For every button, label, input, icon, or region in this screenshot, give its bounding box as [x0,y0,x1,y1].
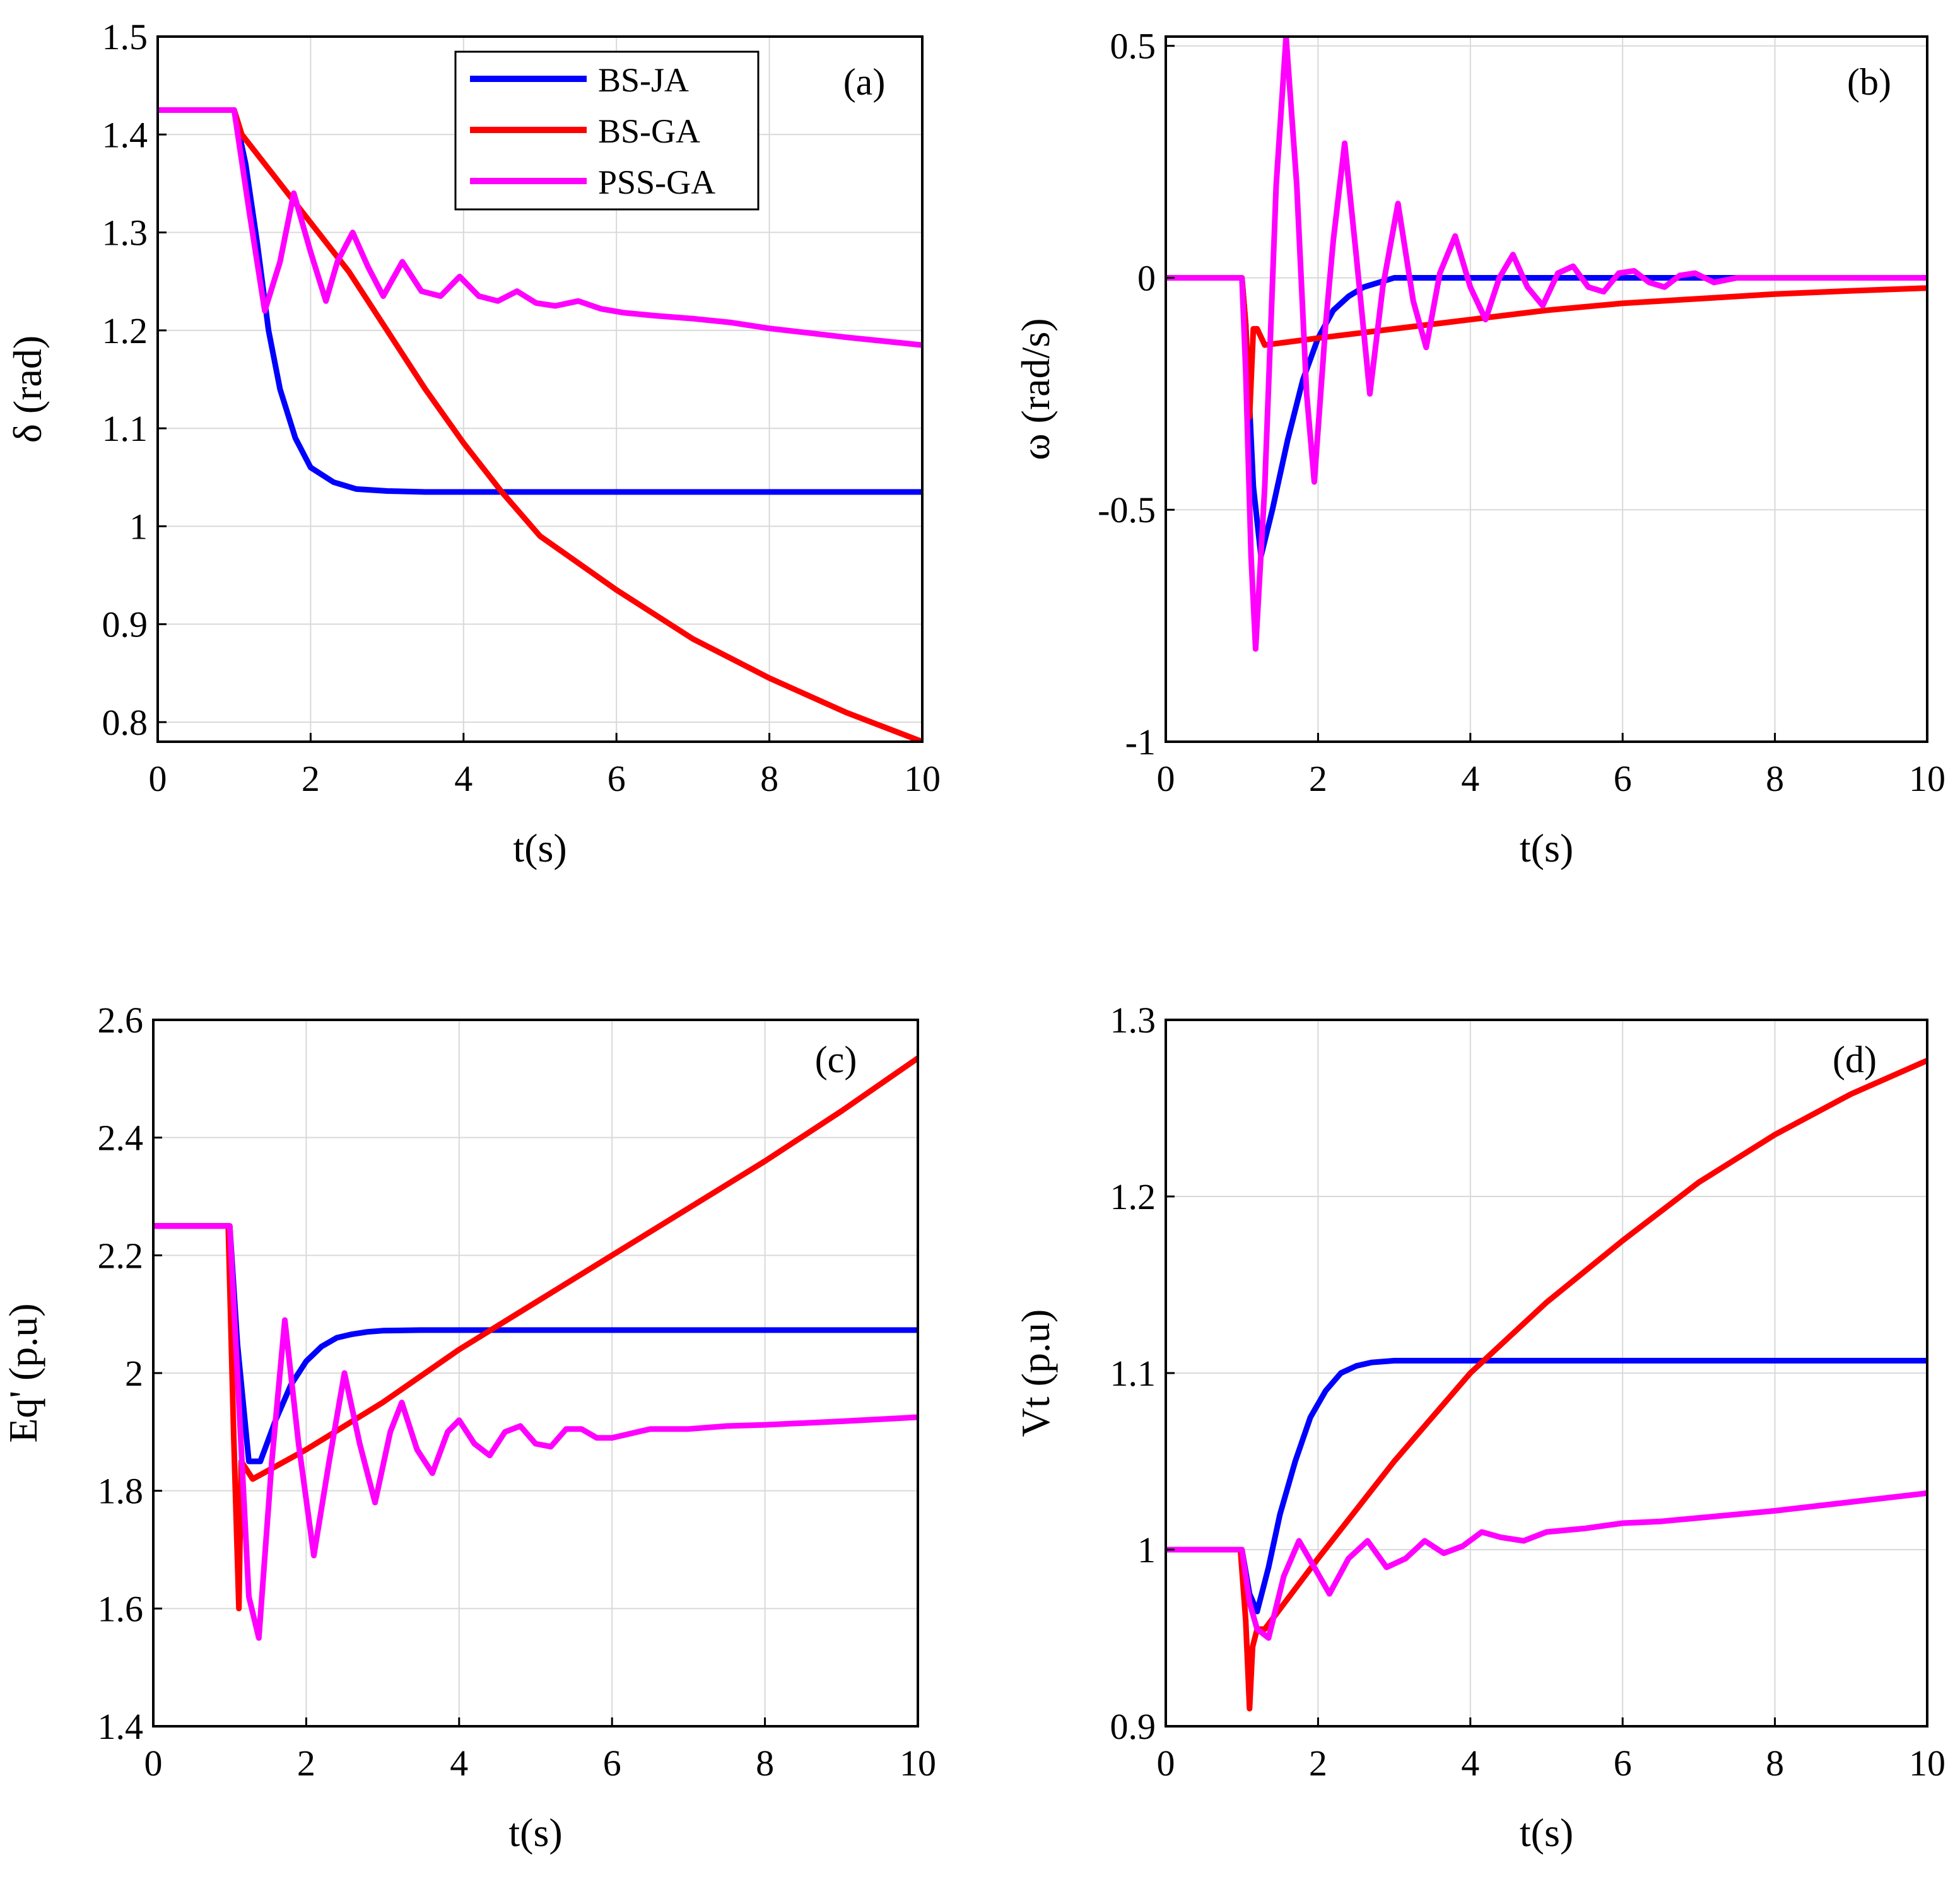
panel-a-series-pssga-line [158,107,922,348]
panel-a-series [158,107,922,742]
panel-d-xtick-label: 8 [1766,1743,1784,1784]
panel-a-xtick-label: 6 [607,758,626,799]
panel-c-ytick-label: 2.4 [98,1118,144,1159]
panel-b-xtick-label: 8 [1766,758,1784,799]
legend: BS-JA BS-GA PSS-GA [454,50,760,211]
panel-d-ytick-label: 1 [1137,1529,1156,1570]
panel-a-xtick-label: 8 [760,758,778,799]
panel-d-series [1166,1057,1927,1712]
panel-a-ytick-label: 1.2 [102,310,148,351]
panel-d-tag: (d) [1833,1039,1877,1080]
panel-c-xtick-label: 4 [450,1743,468,1784]
panel-b-x-axis-label: t(s) [1520,826,1573,870]
panel-b-tag: (b) [1847,61,1891,103]
panel-d-xtick-label: 10 [1909,1743,1945,1784]
panel-b-ticks: 0 2 4 6 8 10 -1 -0.5 0 0.5 [1098,26,1945,799]
panel-b-series [1166,37,1927,652]
panel-a-x-axis-label: t(s) [513,826,566,870]
panel-a-y-axis-label: δ (rad) [5,336,50,443]
panel-a-axes-frame [156,35,924,743]
panel-b-omega: 0 2 4 6 8 10 -1 -0.5 0 0.5 t(s) ω (rad/s) (b) [1013,26,1945,870]
panel-d-ytick-label: 0.9 [1110,1706,1156,1747]
panel-b-ytick-label: -1 [1125,722,1156,763]
panel-a-ytick-label: 0.9 [102,604,148,645]
panel-a-ytick-label: 1.5 [102,16,148,57]
panel-c-ytick-label: 1.8 [98,1471,144,1512]
panel-d-series-pssga-line [1166,1490,1927,1641]
panel-a-delta: 0 2 4 6 8 10 0.8 0.9 1 1.1 1.2 1.3 1.4 1.5 t(s) δ (ra… [5,16,941,870]
panel-c-y-axis-label: Eq' (p.u) [1,1303,45,1442]
panel-d-xtick-label: 4 [1461,1743,1479,1784]
panel-c-series [153,1055,918,1641]
panel-a-ytick-label: 1 [129,506,148,547]
panel-b-xtick-label: 10 [1909,758,1945,799]
panel-a-ytick-label: 0.8 [102,702,148,743]
panel-a-series-bsga-line [158,107,922,742]
panel-c-xtick-label: 0 [144,1743,163,1784]
panel-d-xtick-label: 2 [1309,1743,1327,1784]
panel-c-eq: 0 2 4 6 8 10 1.4 1.6 1.8 2 2.2 2.4 2.6 t(s) Eq' (p.u… [1,1000,936,1855]
panel-d-series-bsja-line [1166,1357,1927,1615]
panel-b-xtick-label: 2 [1309,758,1327,799]
legend-label-pssga: PSS-GA [598,163,715,201]
panel-c-xtick-label: 2 [297,1743,315,1784]
panel-b-xtick-label: 4 [1461,758,1479,799]
panel-c-ytick-label: 2.2 [98,1235,144,1276]
panel-c-ytick-label: 2.6 [98,1000,144,1041]
panel-a-xtick-label: 4 [454,758,472,799]
panel-a-ytick-label: 1.1 [102,408,148,449]
panel-a-xtick-label: 10 [904,758,941,799]
panel-a-xtick-label: 2 [302,758,320,799]
panel-d-x-axis-label: t(s) [1520,1810,1573,1855]
panel-c-series-pssga-line [153,1223,918,1641]
panel-c-ytick-label: 2 [125,1353,143,1394]
panel-d-ytick-label: 1.2 [1110,1176,1156,1217]
panel-a-ticks: 0 2 4 6 8 10 0.8 0.9 1 1.1 1.2 1.3 1.4 1.5 [102,16,941,799]
panel-c-xtick-label: 10 [900,1743,936,1784]
panel-c-ytick-label: 1.4 [98,1706,144,1747]
panel-b-ytick-label: 0.5 [1110,26,1156,67]
panel-d-xtick-label: 6 [1614,1743,1632,1784]
panel-b-xtick-label: 6 [1614,758,1632,799]
panel-d-series-bsga-line [1166,1057,1927,1712]
panel-a-tag: (a) [843,61,886,103]
panel-d-ytick-label: 1.1 [1110,1353,1156,1394]
panel-c-series-bsga-line [153,1055,918,1611]
panel-d-vt: 0 2 4 6 8 10 0.9 1 1.1 1.2 1.3 t(s) Vt (p.u) (d) [1013,1000,1945,1855]
panel-b-series-pssga-line [1166,37,1927,652]
panel-b-ytick-label: -0.5 [1098,489,1156,530]
panel-c-xtick-label: 6 [603,1743,621,1784]
panel-c-x-axis-label: t(s) [508,1810,562,1855]
panel-c-xtick-label: 8 [756,1743,774,1784]
panel-b-axes-frame [1165,35,1928,743]
panel-b-ytick-label: 0 [1137,257,1156,298]
legend-label-bsja: BS-JA [598,61,689,99]
panel-d-ytick-label: 1.3 [1110,1000,1156,1041]
panel-a-series-bsja-line [158,107,922,495]
panel-b-xtick-label: 0 [1157,758,1175,799]
panel-b-y-axis-label: ω (rad/s) [1013,318,1058,460]
panel-c-series-bsja-line [153,1223,918,1465]
panel-a-xtick-label: 0 [149,758,167,799]
panel-d-ticks: 0 2 4 6 8 10 0.9 1 1.1 1.2 1.3 [1110,1000,1946,1784]
panel-c-ytick-label: 1.6 [98,1588,144,1629]
panel-c-ticks: 0 2 4 6 8 10 1.4 1.6 1.8 2 2.2 2.4 2.6 [98,1000,937,1784]
panel-d-xtick-label: 0 [1157,1743,1175,1784]
panel-a-ytick-label: 1.3 [102,213,148,254]
panel-a-ytick-label: 1.4 [102,114,148,155]
panel-c-tag: (c) [815,1039,857,1080]
panel-d-y-axis-label: Vt (p.u) [1013,1309,1058,1437]
legend-label-bsga: BS-GA [598,112,700,150]
